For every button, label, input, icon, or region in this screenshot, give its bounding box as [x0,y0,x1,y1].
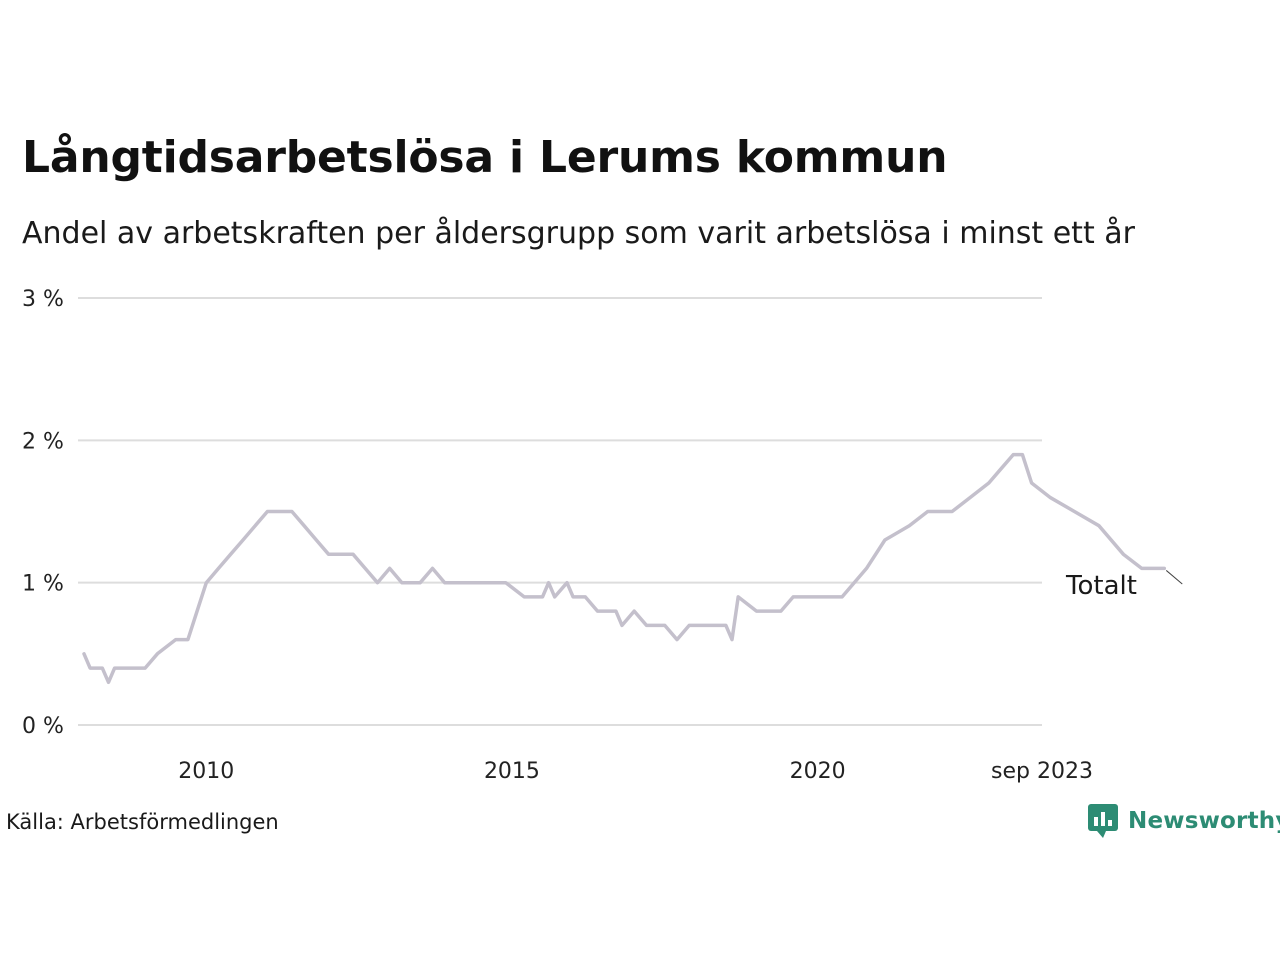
x-tick-label: 2020 [790,759,846,784]
y-axis-tick-labels: 0 % 1 % 2 % 3 % [22,287,64,739]
bar-chart-speech-bubble-icon [1088,804,1118,838]
y-tick-label: 0 % [22,714,64,739]
label-leader [1165,570,1183,585]
x-tick-label: 2010 [178,759,234,784]
y-tick-label: 3 % [22,287,64,312]
logo-text: Newsworthy [1128,808,1280,834]
x-axis-tick-labels: 2010 2015 2020 sep 2023 [178,759,1093,784]
chart-title: Långtidsarbetslösa i Lerums kommun [22,132,948,183]
newsworthy-logo: Newsworthy [1088,804,1280,838]
gridlines [78,297,1042,726]
series-end-labels: Totalt [1065,570,1183,601]
x-tick-label: 2015 [484,759,540,784]
y-tick-label: 1 % [22,572,64,597]
series-end-label: Totalt [1065,571,1137,601]
x-tick-label: sep 2023 [991,759,1093,784]
series-line-totalt [82,452,1167,685]
chart-subtitle: Andel av arbetskraften per åldersgrupp s… [22,216,1135,251]
series-lines [82,452,1167,685]
source-note: Källa: Arbetsförmedlingen [6,810,279,834]
y-tick-label: 2 % [22,429,64,454]
